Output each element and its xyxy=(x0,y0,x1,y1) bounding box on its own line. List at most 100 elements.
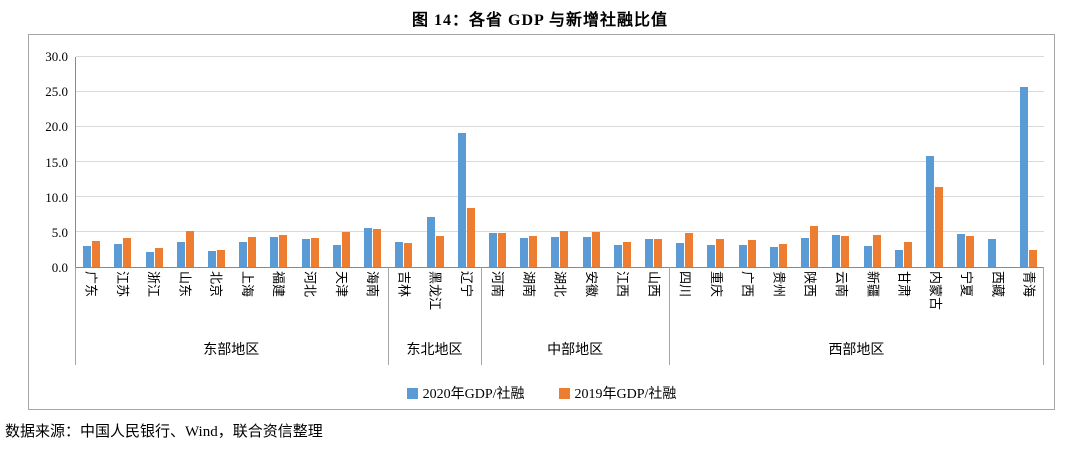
chart-title: 图 14：各省 GDP 与新增社融比值 xyxy=(412,12,668,29)
category-label: 福建 xyxy=(271,271,287,298)
category-label: 山东 xyxy=(177,271,193,298)
bar xyxy=(613,244,622,267)
bar xyxy=(466,207,475,267)
category-label: 安徽 xyxy=(583,271,599,298)
gridline xyxy=(76,56,1044,57)
x-cell: 北京 xyxy=(200,267,231,333)
gridline xyxy=(76,91,1044,92)
chart-frame: 0.0 5.0 10.0 15.0 20.0 25.0 30.0 广东 江苏 浙江 山东 北京 上海福… xyxy=(28,34,1055,410)
x-cell: 贵州 xyxy=(763,267,794,333)
bar xyxy=(310,237,319,267)
bar-group-河北 xyxy=(295,57,326,267)
bar xyxy=(676,242,685,267)
x-cell: 重庆 xyxy=(700,267,731,333)
bar-group-江西 xyxy=(607,57,638,267)
bar xyxy=(123,237,132,267)
bar-group-重庆 xyxy=(700,57,731,267)
bar xyxy=(988,239,997,267)
x-cell: 青海 xyxy=(1013,267,1044,333)
bar-group-湖北 xyxy=(544,57,575,267)
gridline xyxy=(76,126,1044,128)
bar xyxy=(810,226,819,267)
x-cell: 天津 xyxy=(325,267,356,333)
category-label: 内蒙古 xyxy=(927,271,943,311)
category-label: 陕西 xyxy=(802,271,818,298)
category-label: 江西 xyxy=(615,271,631,298)
bar xyxy=(801,237,810,267)
category-label: 辽宁 xyxy=(458,271,474,298)
x-cell: 宁夏 xyxy=(950,267,981,333)
bar xyxy=(529,235,538,267)
bar-group-江苏 xyxy=(107,57,138,267)
bar xyxy=(707,244,716,267)
y-tick-label: 30.0 xyxy=(45,49,68,64)
x-cell: 浙江 xyxy=(138,267,169,333)
region-label: 西部地区 xyxy=(828,343,885,358)
bar xyxy=(145,251,154,267)
x-cell: 山西 xyxy=(638,267,669,333)
x-cell: 内蒙古 xyxy=(919,267,950,333)
bar xyxy=(654,239,663,267)
bar xyxy=(1028,250,1037,267)
x-cell: 江苏 xyxy=(106,267,137,333)
bar xyxy=(301,239,310,267)
bar xyxy=(404,242,413,267)
bar xyxy=(270,236,279,267)
bar xyxy=(872,234,881,267)
region-label: 东北地区 xyxy=(406,343,463,358)
bar xyxy=(894,250,903,267)
bar-group-福建 xyxy=(263,57,294,267)
bar xyxy=(685,232,694,267)
bar xyxy=(903,241,912,267)
x-cell: 海南 xyxy=(356,267,387,333)
bar xyxy=(239,241,248,267)
x-cell: 吉林 xyxy=(388,267,419,333)
category-label: 湖北 xyxy=(552,271,568,298)
category-label: 黑龙江 xyxy=(427,271,443,311)
legend-item-2019: 2019年GDP/社融 xyxy=(558,383,676,403)
bar xyxy=(747,239,756,267)
region-label: 东部地区 xyxy=(203,343,260,358)
bar xyxy=(520,237,529,267)
y-tick-label: 5.0 xyxy=(51,224,68,240)
category-label: 广东 xyxy=(83,271,99,298)
bar xyxy=(341,232,350,267)
x-cell: 湖北 xyxy=(544,267,575,333)
bar-group-云南 xyxy=(825,57,856,267)
category-label: 重庆 xyxy=(708,271,724,298)
gridline xyxy=(76,161,1044,162)
bar xyxy=(645,239,654,267)
category-label: 上海 xyxy=(239,271,255,298)
bar-group-四川 xyxy=(669,57,700,267)
x-cell: 河南 xyxy=(481,267,512,333)
bar xyxy=(582,236,591,267)
x-cell: 安徽 xyxy=(575,267,606,333)
bar xyxy=(832,234,841,267)
y-axis: 0.0 5.0 10.0 15.0 20.0 25.0 30.0 xyxy=(29,35,73,409)
bar-group-山东 xyxy=(170,57,201,267)
bar xyxy=(114,243,123,267)
bar xyxy=(92,241,101,267)
category-label: 新疆 xyxy=(865,271,881,298)
bar-group-黑龙江 xyxy=(419,57,450,267)
x-cell: 四川 xyxy=(669,267,700,333)
y-tick-label: 0.0 xyxy=(51,260,68,275)
legend-label-2020: 2020年GDP/社融 xyxy=(422,387,525,402)
bar xyxy=(863,246,872,267)
bar xyxy=(207,250,216,267)
category-label: 青海 xyxy=(1021,271,1037,298)
bar xyxy=(364,227,373,267)
bar-group-青海 xyxy=(1013,57,1044,267)
category-label: 江苏 xyxy=(114,271,130,298)
y-tick-label: 25.0 xyxy=(45,84,68,100)
category-label: 北京 xyxy=(208,271,224,298)
category-label: 四川 xyxy=(677,271,693,298)
x-cell: 甘肃 xyxy=(888,267,919,333)
region-separator xyxy=(1043,267,1044,365)
category-label: 甘肃 xyxy=(896,271,912,298)
gridline xyxy=(76,196,1044,198)
x-cell: 上海 xyxy=(231,267,262,333)
y-tick-label: 20.0 xyxy=(45,119,68,135)
bar xyxy=(435,235,444,267)
